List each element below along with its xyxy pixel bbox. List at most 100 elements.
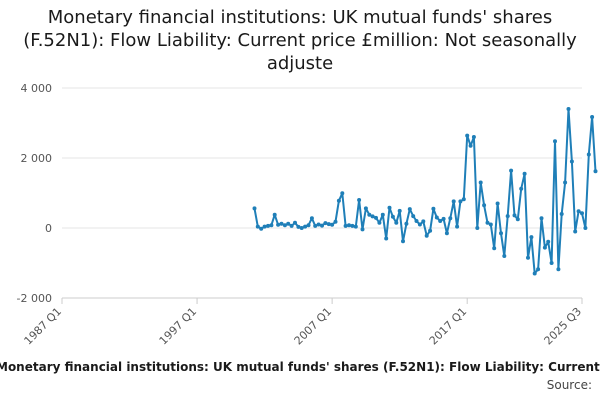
data-point: [387, 205, 392, 210]
data-point: [563, 180, 568, 185]
data-point: [580, 211, 584, 216]
data-point: [444, 231, 449, 236]
data-point: [448, 216, 453, 221]
data-point: [252, 206, 257, 211]
data-point: [512, 213, 517, 218]
data-point: [363, 206, 368, 211]
data-point: [485, 220, 490, 225]
data-point: [293, 220, 297, 225]
data-point: [330, 222, 335, 227]
data-point: [451, 199, 456, 204]
data-point: [566, 107, 571, 111]
series-footer-label: Monetary financial institutions: UK mutu…: [0, 360, 600, 378]
data-point: [320, 223, 324, 228]
data-point: [434, 215, 439, 220]
data-point: [546, 239, 551, 244]
data-point: [282, 223, 287, 228]
x-tick-label: 2025 Q3: [542, 305, 585, 348]
x-tick-label: 1997 Q1: [157, 305, 200, 348]
data-point: [590, 115, 595, 119]
data-point: [384, 236, 389, 241]
data-point: [340, 191, 345, 196]
data-point: [441, 216, 446, 221]
data-point: [468, 143, 473, 148]
data-point: [428, 228, 433, 233]
data-point: [279, 221, 284, 226]
data-point: [370, 214, 375, 219]
data-point: [421, 219, 426, 224]
data-point: [492, 246, 497, 251]
data-point: [542, 245, 547, 250]
data-point: [549, 261, 554, 265]
data-point: [458, 199, 463, 204]
data-point: [347, 223, 351, 228]
data-point: [515, 217, 520, 222]
data-point: [262, 224, 267, 229]
data-point: [576, 209, 581, 214]
data-point: [255, 224, 260, 229]
data-point: [502, 254, 507, 258]
data-point: [411, 214, 416, 219]
data-point: [394, 220, 399, 225]
y-tick-label: 4 000: [21, 82, 53, 95]
data-point: [272, 212, 277, 217]
data-point: [380, 212, 385, 217]
data-point: [455, 224, 460, 229]
gridlines: [62, 87, 582, 229]
data-point: [417, 222, 422, 227]
data-point: [407, 207, 412, 212]
data-point: [357, 198, 362, 202]
data-point: [397, 208, 402, 213]
data-point: [343, 223, 348, 228]
data-point: [526, 255, 530, 260]
data-point: [539, 216, 544, 221]
x-tick-label: 2007 Q1: [292, 305, 335, 348]
series-layer: [252, 107, 598, 276]
data-point: [360, 227, 365, 232]
data-point: [586, 152, 591, 157]
data-point: [495, 201, 500, 206]
data-point: [306, 223, 311, 228]
data-point: [478, 180, 483, 185]
data-point: [316, 222, 321, 227]
data-point: [333, 219, 338, 224]
chart-title: Monetary financial institutions: UK mutu…: [23, 7, 577, 74]
series-footer-text: Monetary financial institutions: UK mutu…: [0, 360, 600, 374]
data-point: [313, 223, 318, 228]
data-point: [326, 222, 331, 227]
y-tick-label: 0: [45, 222, 52, 235]
data-point: [482, 203, 487, 208]
data-point: [269, 223, 274, 228]
data-point: [465, 133, 470, 138]
data-point: [377, 220, 382, 225]
data-point: [424, 233, 429, 238]
data-point: [323, 221, 328, 226]
data-point: [286, 221, 291, 226]
data-point: [390, 214, 395, 219]
data-point: [519, 186, 524, 191]
data-point: [529, 235, 534, 240]
data-point: [266, 223, 270, 228]
data-point: [569, 159, 574, 164]
data-point: [350, 223, 355, 228]
data-point: [374, 215, 378, 220]
data-point: [471, 135, 476, 139]
data-point: [276, 222, 281, 227]
data-point: [461, 197, 466, 202]
data-point: [367, 212, 372, 217]
data-point: [553, 139, 557, 144]
data-point: [296, 224, 301, 229]
data-point: [593, 169, 598, 174]
data-point: [488, 222, 493, 227]
data-point: [259, 226, 264, 231]
x-tick-label: 1987 Q1: [22, 305, 65, 348]
data-point: [438, 219, 443, 223]
x-tick-label: 2017 Q1: [427, 305, 470, 348]
data-point: [475, 226, 480, 230]
data-point: [536, 267, 541, 272]
data-point: [505, 214, 510, 219]
data-point: [303, 224, 308, 229]
data-point: [431, 206, 436, 211]
data-point: [573, 229, 578, 234]
